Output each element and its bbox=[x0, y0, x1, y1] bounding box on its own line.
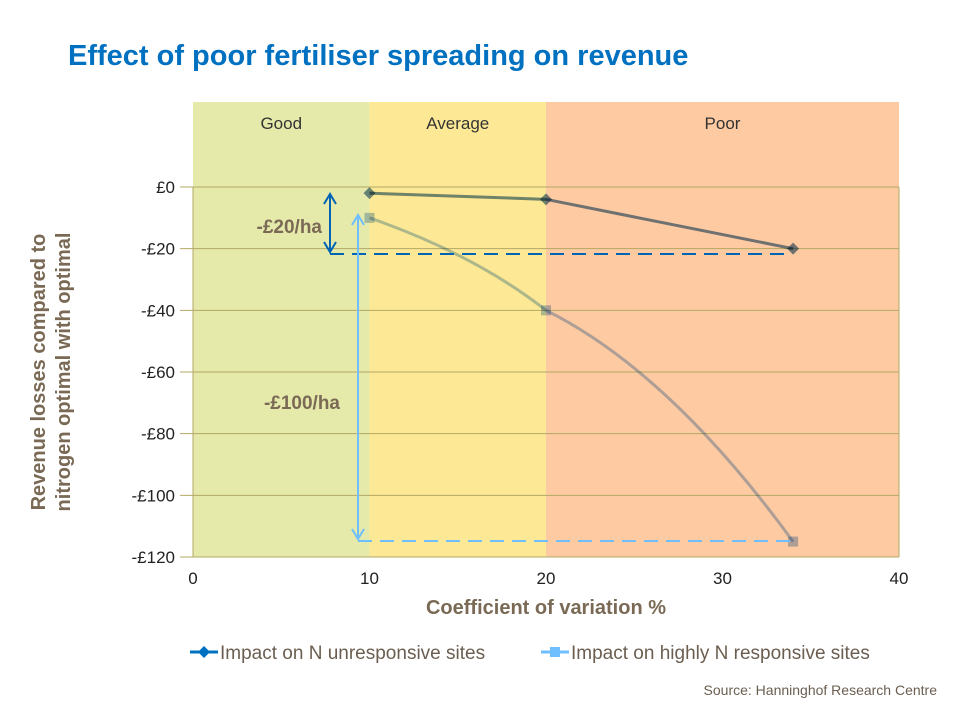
legend-diamond-icon bbox=[198, 646, 210, 658]
legend-label: Impact on highly N responsive sites bbox=[571, 643, 870, 664]
y-tick-label: -£100 bbox=[132, 486, 175, 505]
chart-title: Effect of poor fertiliser spreading on r… bbox=[68, 40, 689, 72]
x-tick-label: 10 bbox=[360, 569, 379, 588]
y-axis-label-line1: Revenue losses compared to bbox=[28, 234, 50, 511]
y-tick-label: -£60 bbox=[141, 363, 175, 382]
band-good bbox=[193, 102, 370, 557]
data-point-diamond bbox=[363, 187, 376, 200]
legend-label: Impact on N unresponsive sites bbox=[220, 643, 485, 664]
band-average bbox=[369, 102, 546, 557]
annotation-20-label: -£20/ha bbox=[257, 217, 323, 238]
x-axis-label: Coefficient of variation % bbox=[426, 597, 666, 619]
data-point-square bbox=[541, 305, 551, 316]
x-tick-label: 30 bbox=[713, 569, 732, 588]
y-tick-label: £0 bbox=[156, 178, 175, 197]
arrowheads-100-icon bbox=[351, 213, 365, 541]
arrowheads-20-icon bbox=[323, 192, 337, 254]
y-tick-label: -£40 bbox=[141, 301, 175, 320]
series-line-2 bbox=[369, 216, 795, 543]
x-tick-label: 40 bbox=[890, 569, 909, 588]
data-point-square bbox=[364, 212, 375, 223]
x-tick-label: 20 bbox=[537, 569, 556, 588]
y-axis-label-line2: nitrogen optimal with optimal bbox=[53, 233, 75, 512]
data-point-diamond bbox=[787, 242, 800, 255]
data-point-diamond bbox=[540, 193, 552, 206]
band-label: Average bbox=[426, 114, 489, 133]
data-point-square bbox=[788, 536, 799, 547]
y-tick-label: -£80 bbox=[141, 425, 175, 444]
x-tick-label: 0 bbox=[188, 569, 197, 588]
y-tick-label: -£20 bbox=[141, 240, 175, 259]
band-poor bbox=[546, 102, 899, 557]
source-note: Source: Hanninghof Research Centre bbox=[703, 682, 937, 698]
annotation-100-label: -£100/ha bbox=[264, 393, 340, 414]
band-label: Good bbox=[260, 114, 302, 133]
legend-square-icon bbox=[550, 647, 560, 657]
y-tick-label: -£120 bbox=[132, 548, 175, 567]
band-label: Poor bbox=[705, 114, 741, 133]
